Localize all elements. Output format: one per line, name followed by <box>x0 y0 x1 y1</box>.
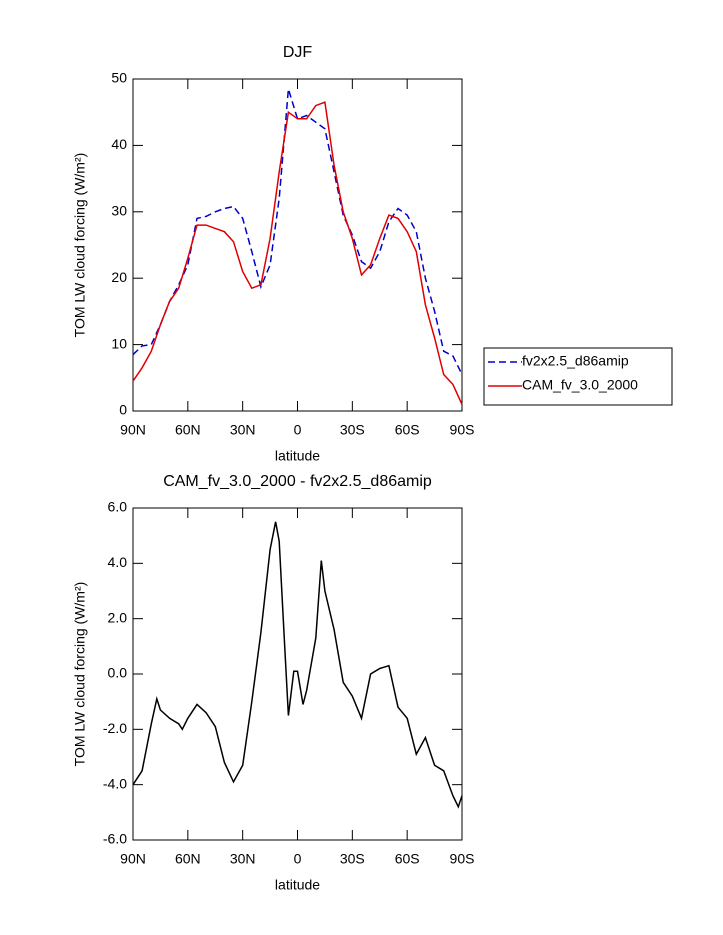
x-tick-label: 0 <box>294 422 302 438</box>
x-tick-label: 60N <box>175 422 201 438</box>
x-axis-label: latitude <box>275 877 320 893</box>
y-tick-label: 40 <box>111 136 127 152</box>
y-axis-label: TOM LW cloud forcing (W/m²) <box>72 153 88 338</box>
y-tick-label: 4.0 <box>108 554 128 570</box>
x-tick-label: 30S <box>340 851 365 867</box>
x-tick-label: 30N <box>230 422 256 438</box>
y-tick-label: -4.0 <box>103 775 127 791</box>
x-tick-label: 60S <box>395 851 420 867</box>
x-tick-label: 90N <box>120 851 146 867</box>
y-tick-label: 30 <box>111 203 127 219</box>
x-tick-label: 90S <box>450 422 475 438</box>
y-tick-label: 0 <box>119 402 127 418</box>
x-tick-label: 30N <box>230 851 256 867</box>
y-tick-label: -6.0 <box>103 831 127 847</box>
x-axis-label: latitude <box>275 448 320 464</box>
legend-box <box>483 347 673 406</box>
chart-title: CAM_fv_3.0_2000 - fv2x2.5_d86amip <box>163 473 432 490</box>
legend-label: CAM_fv_3.0_2000 <box>522 377 638 393</box>
y-tick-label: 0.0 <box>108 665 128 681</box>
chart-title: DJF <box>283 44 313 61</box>
y-tick-label: 20 <box>111 269 127 285</box>
x-tick-label: 30S <box>340 422 365 438</box>
y-tick-label: 6.0 <box>108 499 128 515</box>
series-line <box>132 101 463 405</box>
y-tick-label: 10 <box>111 335 127 351</box>
x-tick-label: 90S <box>450 851 475 867</box>
series-line <box>132 521 463 809</box>
x-tick-label: 60N <box>175 851 201 867</box>
series-line <box>132 88 463 375</box>
x-tick-label: 90N <box>120 422 146 438</box>
y-tick-label: 2.0 <box>108 609 128 625</box>
legend-label: fv2x2.5_d86amip <box>522 353 629 369</box>
y-tick-label: -2.0 <box>103 720 127 736</box>
x-tick-label: 0 <box>294 851 302 867</box>
y-tick-label: 50 <box>111 70 127 86</box>
y-axis-label: TOM LW cloud forcing (W/m²) <box>72 582 88 767</box>
x-tick-label: 60S <box>395 422 420 438</box>
